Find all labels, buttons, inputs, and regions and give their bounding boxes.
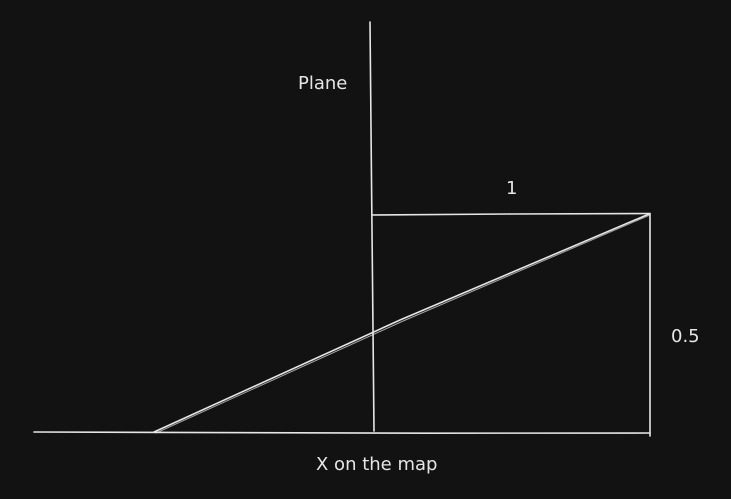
plane-line (369, 21, 375, 432)
top-width-label: 1 (506, 178, 518, 199)
top-segment (371, 212, 651, 216)
ground-line (33, 431, 651, 435)
x-axis-label: X on the map (316, 454, 438, 475)
diagonal-line-echo (155, 214, 651, 434)
plane-label: Plane (298, 73, 348, 94)
height-label: 0.5 (671, 326, 700, 347)
diagonal-line (153, 213, 650, 433)
